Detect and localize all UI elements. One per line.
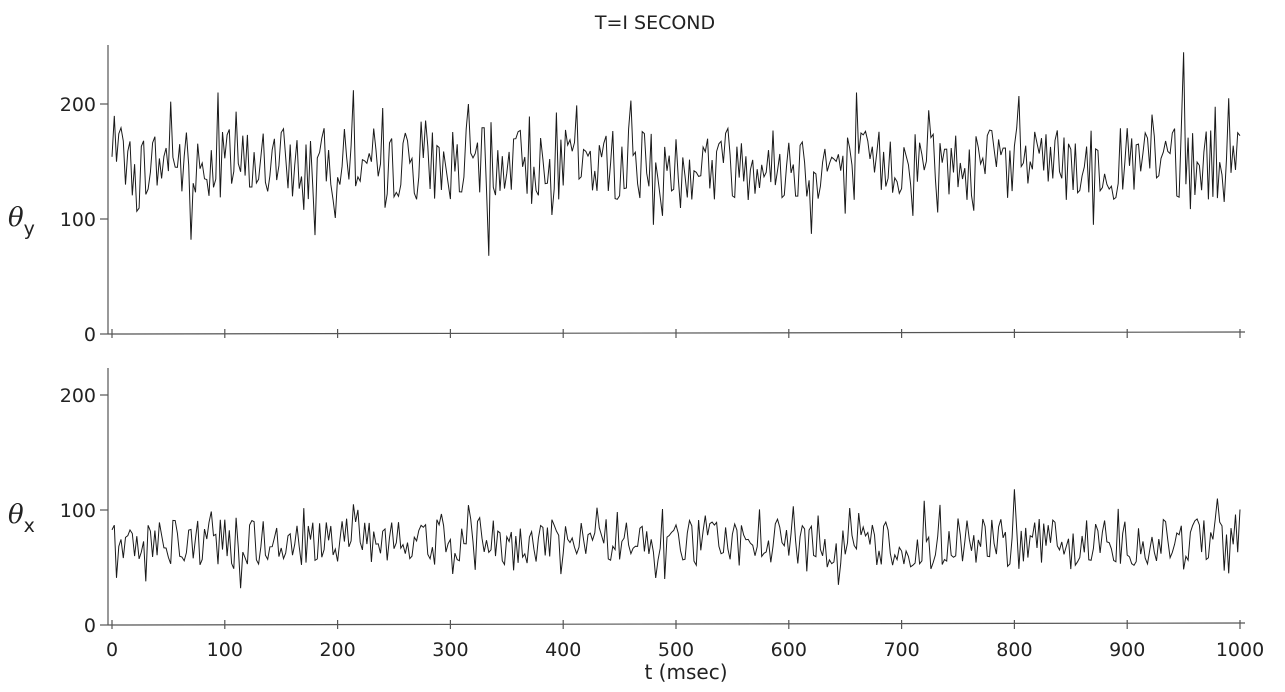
x-tick-label-1000: 1000 [1216, 639, 1264, 661]
bottom-y-axis-label: θx [8, 500, 35, 537]
bottom-panel: 0 100 200 0 100 200 300 400 500 600 700 800 900 1000… [8, 368, 1264, 684]
x-tick-label-500: 500 [658, 639, 694, 661]
y-tick-label-0: 0 [84, 615, 96, 637]
top-y-axis-label: θy [8, 203, 35, 240]
top-panel: 0 100 200 θy [8, 45, 1246, 346]
x-tick-label-600: 600 [771, 639, 807, 661]
y-tick-label-0: 0 [84, 324, 96, 346]
y-tick-label-100: 100 [60, 209, 96, 231]
x-tick-label-100: 100 [207, 639, 243, 661]
x-axis-label: t (msec) [644, 660, 727, 684]
chart-title: T=I SECOND [594, 12, 715, 34]
y-tick-label-100: 100 [60, 500, 96, 522]
x-tick-label-0: 0 [106, 639, 118, 661]
x-tick-label-900: 900 [1109, 639, 1145, 661]
x-tick-label-300: 300 [432, 639, 468, 661]
top-y-axis-label-main: θ [8, 203, 24, 233]
top-x-tick-marks [111, 329, 1241, 338]
top-y-ticks: 0 100 200 [60, 94, 108, 346]
x-tick-label-200: 200 [319, 639, 355, 661]
y-tick-label-200: 200 [60, 94, 96, 116]
bottom-y-ticks: 0 100 200 [60, 385, 108, 637]
bottom-x-ticks: 0 100 200 300 400 500 600 700 800 900 1000 [106, 620, 1264, 661]
theta-x-series [111, 489, 1241, 589]
y-tick-label-200: 200 [60, 385, 96, 407]
x-tick-label-400: 400 [545, 639, 581, 661]
x-tick-label-800: 800 [996, 639, 1032, 661]
bottom-y-axis-label-sub: x [24, 515, 35, 537]
x-tick-label-700: 700 [883, 639, 919, 661]
theta-y-series [111, 52, 1241, 256]
bottom-y-axis-label-main: θ [8, 500, 24, 530]
top-y-axis-label-sub: y [24, 218, 35, 240]
